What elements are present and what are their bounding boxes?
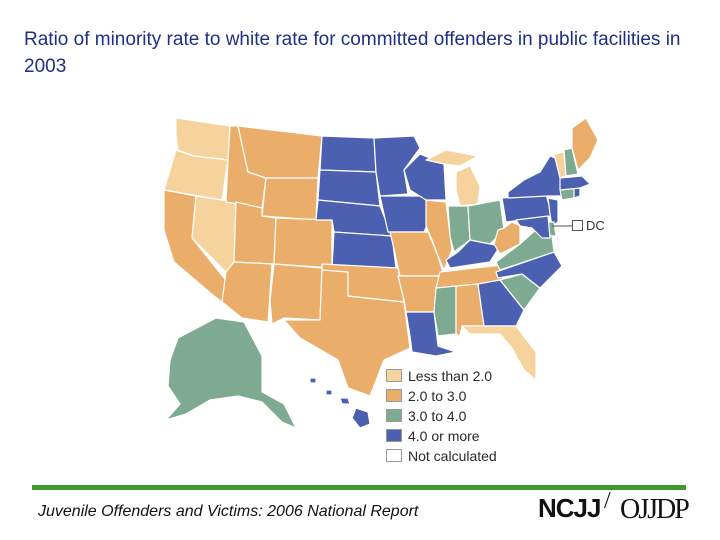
legend-item: Less than 2.0	[386, 366, 497, 385]
legend-label: Less than 2.0	[408, 367, 493, 384]
state-NJ	[547, 197, 559, 227]
state-WV	[493, 221, 521, 255]
state-ND	[319, 135, 377, 173]
state-IL	[425, 199, 453, 271]
state-MI	[455, 165, 481, 207]
legend-item: 2.0 to 3.0	[386, 386, 497, 405]
state-AZ	[221, 261, 273, 323]
state-GA	[477, 279, 525, 327]
state-WI	[403, 153, 447, 201]
state-KS	[331, 231, 397, 269]
state-FL	[461, 325, 537, 381]
state-MD	[515, 215, 551, 239]
legend-item: 4.0 or more	[386, 426, 497, 445]
state-IN	[447, 205, 471, 253]
state-MN	[373, 135, 421, 197]
dc-label: DC	[586, 218, 605, 233]
state-HI-oahu	[325, 389, 333, 396]
state-HI-maui	[339, 397, 351, 405]
dc-marker	[572, 220, 583, 231]
map-title: Ratio of minority rate to white rate for…	[24, 29, 681, 77]
state-WY	[261, 177, 319, 221]
state-CO	[273, 217, 333, 269]
legend-label: 3.0 to 4.0	[408, 407, 467, 424]
state-MS	[433, 285, 457, 337]
state-ME	[571, 117, 599, 171]
map-legend: Less than 2.0 2.0 to 3.0 3.0 to 4.0 4.0 or …	[386, 366, 497, 466]
state-AK	[165, 317, 297, 429]
state-NY	[507, 155, 563, 199]
legend-label: 2.0 to 3.0	[408, 387, 467, 404]
footer-divider	[32, 485, 686, 490]
state-NM	[269, 263, 323, 325]
report-title: Juvenile Offenders and Victims: 2006 Nat…	[38, 503, 419, 520]
state-MT	[237, 125, 323, 179]
state-MA	[559, 175, 591, 191]
state-RI	[573, 187, 581, 199]
legend-item: Not calculated	[386, 446, 497, 465]
state-MI-UP	[425, 149, 479, 167]
legend-label: 4.0 or more	[408, 427, 480, 444]
legend-item: 3.0 to 4.0	[386, 406, 497, 425]
legend-label: Not calculated	[408, 447, 497, 464]
ncjj-logo: NCJJ	[538, 493, 601, 523]
state-HI-kauai	[309, 377, 317, 384]
legend-swatch	[386, 449, 402, 462]
legend-swatch	[386, 429, 402, 442]
legend-swatch	[386, 369, 402, 382]
state-OR	[163, 149, 229, 201]
state-NH	[563, 147, 579, 177]
ojjdp-logo: OJJDP	[620, 494, 690, 525]
legend-swatch	[386, 409, 402, 422]
state-HI-big	[351, 407, 371, 429]
logo-slash: /	[604, 488, 611, 514]
legend-swatch	[386, 389, 402, 402]
state-IA	[379, 195, 433, 233]
